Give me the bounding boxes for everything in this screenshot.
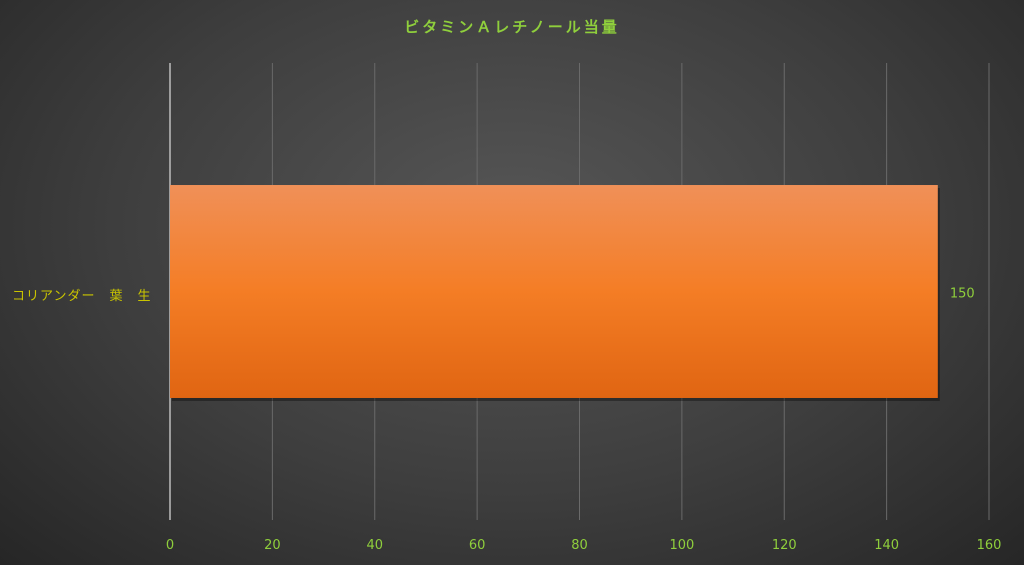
x-tick-label: 40 <box>366 538 383 553</box>
bar <box>170 185 938 398</box>
x-tick-label: 20 <box>264 538 281 553</box>
category-label: コリアンダー 葉 生 <box>12 289 152 304</box>
x-tick-label: 120 <box>772 538 797 553</box>
x-tick-label: 160 <box>977 538 1002 553</box>
x-tick-label: 0 <box>166 538 174 553</box>
x-tick-label: 100 <box>669 538 694 553</box>
chart-title: ビタミンＡレチノール当量 <box>404 18 620 36</box>
x-tick-label: 60 <box>469 538 486 553</box>
data-label: 150 <box>950 287 975 302</box>
x-tick-label: 140 <box>874 538 899 553</box>
x-tick-label: 80 <box>571 538 588 553</box>
